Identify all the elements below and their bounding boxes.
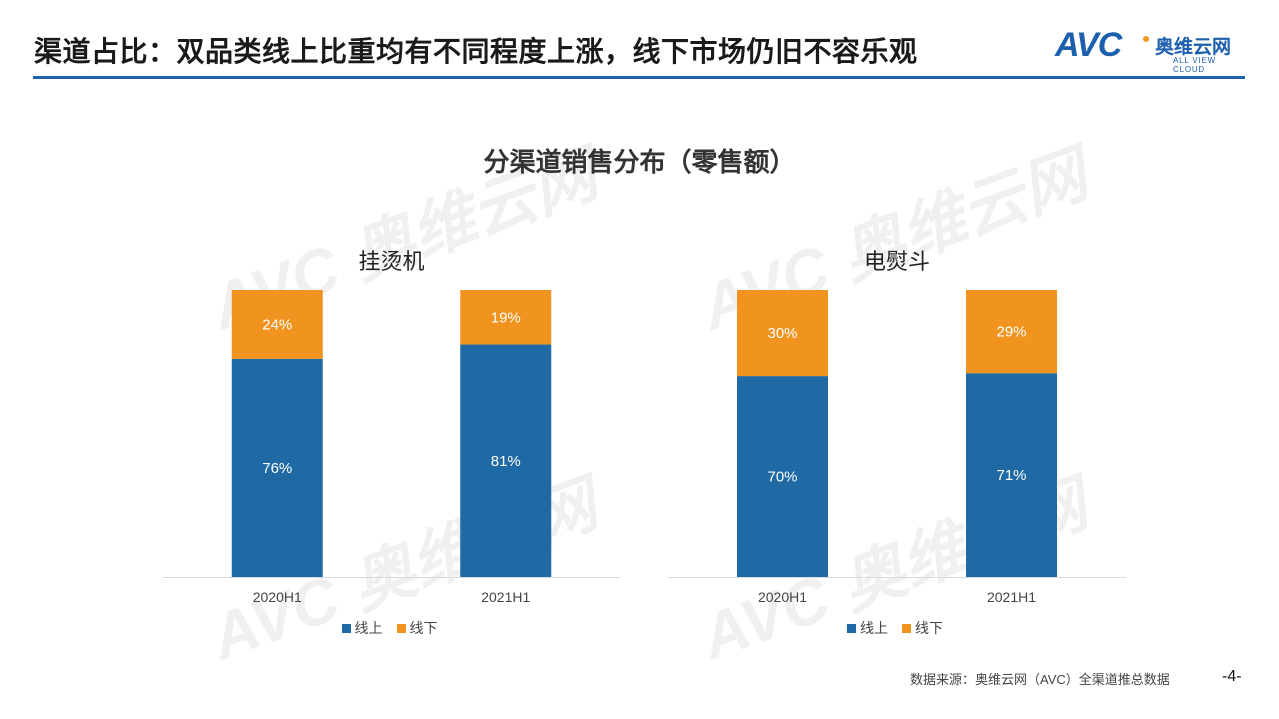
x-tick-label: 2021H1 [481, 589, 531, 605]
logo-cn: 奥维云网 [1155, 37, 1232, 58]
chart-subtitle: 分渠道销售分布（零售额） [483, 147, 796, 177]
chart-title: 挂烫机 [358, 249, 425, 274]
bar-online [231, 358, 323, 577]
x-tick-label: 2020H1 [252, 589, 302, 605]
legend-label: 线下 [915, 620, 943, 636]
chart-iron: 电熨斗 70% 30% 71% 29% 2020H1 2021H1 线上 线下 [668, 240, 1126, 640]
chart-title: 电熨斗 [863, 249, 930, 274]
data-label: 81% [491, 453, 521, 470]
legend-item: 线下 [396, 618, 438, 638]
bar-offline [737, 290, 828, 377]
data-label: 30% [767, 325, 797, 342]
legend-item: 线上 [847, 618, 888, 638]
legend-swatch [847, 624, 856, 633]
bar-offline [460, 290, 552, 345]
legend: 线上 线下 [341, 618, 438, 638]
header-divider [33, 76, 1245, 79]
bar-online [737, 376, 828, 577]
data-source: 数据来源：奥维云网（AVC）全渠道推总数据 [910, 672, 1170, 687]
chart-plot: 70% 30% 71% 29% [668, 290, 1126, 578]
legend: 线上 线下 [847, 618, 943, 638]
avc-logo: AVC 奥维云网 ALL VIEW CLOUD [1055, 26, 1245, 74]
x-tick-label: 2021H1 [986, 589, 1037, 605]
data-label: 76% [262, 460, 292, 477]
logo-dot-icon [1143, 36, 1149, 42]
bar-offline [231, 290, 323, 359]
chart-garment-steamer: 挂烫机 76% 24% 81% 19% 2020H1 2021H1 线上 线下 [163, 240, 620, 640]
chart-plot: 76% 24% 81% 19% [163, 290, 620, 578]
legend-label: 线下 [409, 620, 438, 636]
logo-mark: AVC [1055, 26, 1122, 64]
page-number: -4- [1222, 668, 1242, 685]
data-label: 71% [996, 467, 1026, 484]
legend-swatch [396, 624, 406, 633]
legend-label: 线上 [860, 620, 888, 636]
logo-en: ALL VIEW CLOUD [1173, 56, 1217, 74]
legend-label: 线上 [354, 620, 383, 636]
bar-online [966, 373, 1057, 577]
page-title: 渠道占比：双品类线上比重均有不同程度上涨，线下市场仍旧不容乐观 [34, 36, 918, 67]
legend-swatch [341, 624, 351, 633]
bar-offline [966, 290, 1057, 374]
legend-swatch [902, 624, 911, 633]
data-label: 70% [767, 469, 797, 486]
legend-item: 线下 [902, 618, 943, 638]
legend-item: 线上 [341, 618, 383, 638]
bar-online [460, 344, 552, 577]
data-label: 29% [996, 324, 1026, 341]
x-tick-label: 2020H1 [757, 589, 808, 605]
data-label: 24% [262, 316, 292, 333]
data-label: 19% [491, 309, 521, 326]
